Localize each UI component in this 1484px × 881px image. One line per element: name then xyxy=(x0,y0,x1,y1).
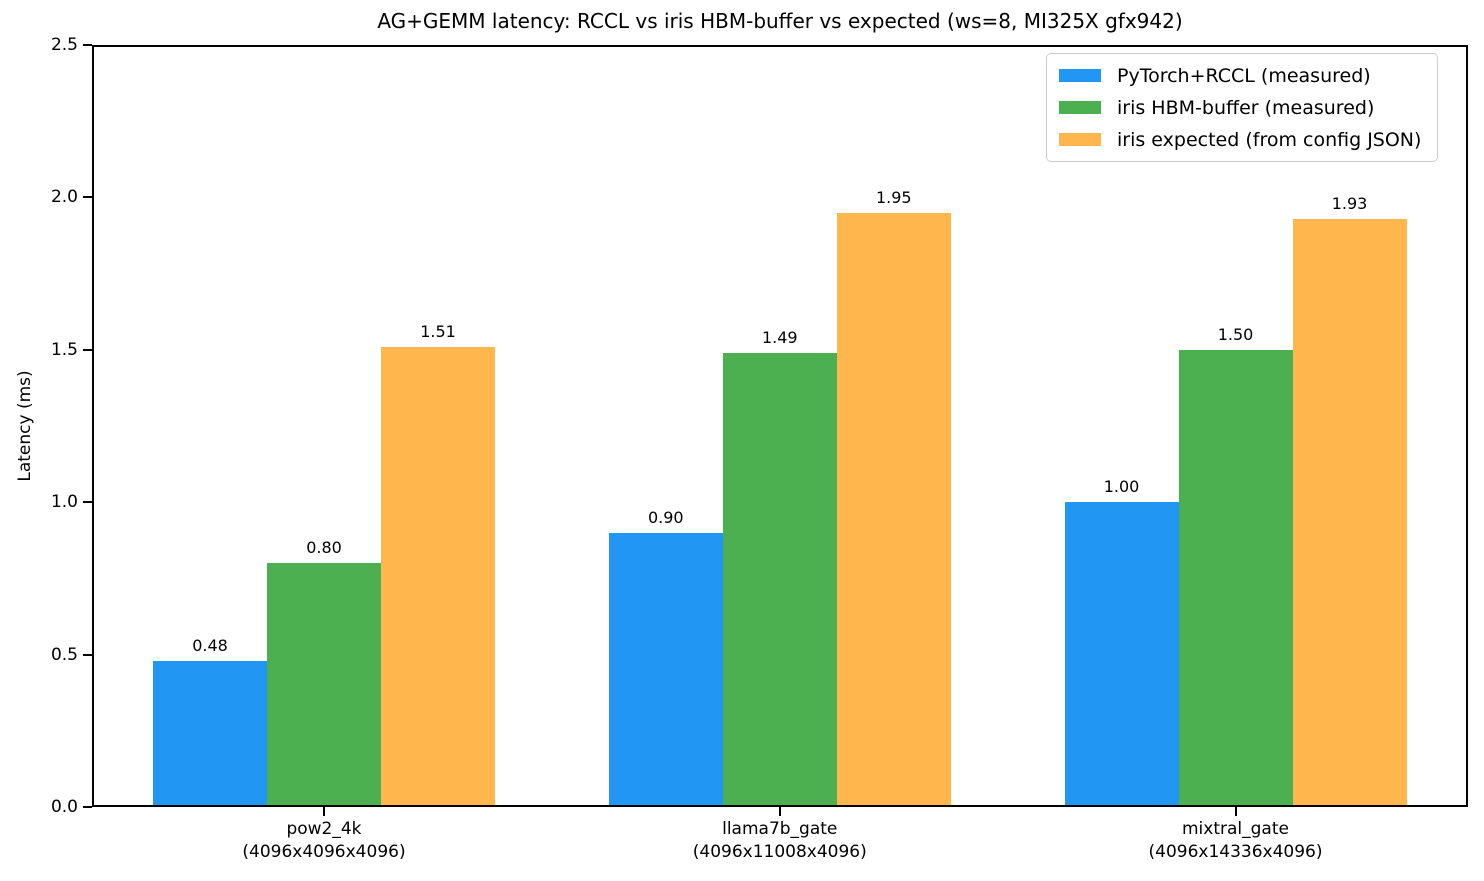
bar-value-label: 0.90 xyxy=(647,507,684,527)
y-tick-mark xyxy=(83,196,92,199)
bar xyxy=(1064,502,1179,807)
y-tick-mark xyxy=(83,653,92,656)
bar-value-label: 1.50 xyxy=(1217,324,1254,344)
legend-swatch xyxy=(1059,101,1101,114)
bar-value-label: 0.80 xyxy=(306,538,342,558)
y-axis-label: Latency (ms) xyxy=(15,370,35,482)
y-tick-label: 2.5 xyxy=(50,35,78,55)
bar xyxy=(1178,349,1293,807)
bar xyxy=(1292,218,1407,807)
x-tick-mark xyxy=(1234,807,1237,816)
bar-value-label: 1.49 xyxy=(761,327,798,347)
bar xyxy=(267,563,381,807)
x-category-label: llama7b_gate (4096x11008x4096) xyxy=(620,818,940,864)
y-tick-label: 2.0 xyxy=(50,187,78,208)
bar xyxy=(722,352,837,807)
legend-row: iris expected (from config JSON) xyxy=(1059,126,1421,153)
x-category-name: mixtral_gate xyxy=(1182,819,1289,839)
legend-label: iris HBM-buffer (measured) xyxy=(1117,96,1375,119)
x-category-label: pow2_4k (4096x4096x4096) xyxy=(164,818,484,864)
bar xyxy=(608,532,723,807)
bar-value-label: 1.93 xyxy=(1331,193,1368,213)
y-tick-mark xyxy=(83,806,92,808)
bar xyxy=(153,660,267,807)
y-tick-mark xyxy=(83,44,92,46)
legend-row: iris HBM-buffer (measured) xyxy=(1059,94,1421,121)
x-category-name: pow2_4k xyxy=(286,819,362,839)
bar-value-label: 1.00 xyxy=(1103,477,1140,497)
x-category-shape: (4096x14336x4096) xyxy=(1148,842,1323,862)
legend-row: PyTorch+RCCL (measured) xyxy=(1059,62,1421,89)
x-tick-mark xyxy=(323,807,325,816)
bar xyxy=(381,346,495,807)
x-category-name: llama7b_gate xyxy=(722,819,838,839)
y-tick-label: 0.5 xyxy=(50,644,78,665)
x-tick-mark xyxy=(778,807,781,816)
legend-label: iris expected (from config JSON) xyxy=(1117,128,1422,151)
x-category-shape: (4096x11008x4096) xyxy=(692,842,867,862)
chart-title: AG+GEMM latency: RCCL vs iris HBM-buffer… xyxy=(377,9,1183,33)
bar-value-label: 0.48 xyxy=(192,635,228,655)
y-tick-mark xyxy=(83,501,92,504)
bar-value-label: 1.51 xyxy=(420,321,456,341)
y-tick-mark xyxy=(83,348,92,351)
legend-label: PyTorch+RCCL (measured) xyxy=(1117,64,1371,87)
y-tick-label: 1.0 xyxy=(50,492,78,513)
legend-swatch xyxy=(1059,133,1101,146)
x-category-label: mixtral_gate (4096x14336x4096) xyxy=(1076,818,1396,864)
y-tick-label: 1.5 xyxy=(50,339,78,360)
y-tick-label: 0.0 xyxy=(50,797,78,817)
bar xyxy=(836,212,951,807)
x-category-shape: (4096x4096x4096) xyxy=(242,842,406,862)
bar-value-label: 1.95 xyxy=(875,187,912,207)
legend: PyTorch+RCCL (measured) iris HBM-buffer (… xyxy=(1046,53,1439,162)
legend-swatch xyxy=(1059,69,1101,82)
